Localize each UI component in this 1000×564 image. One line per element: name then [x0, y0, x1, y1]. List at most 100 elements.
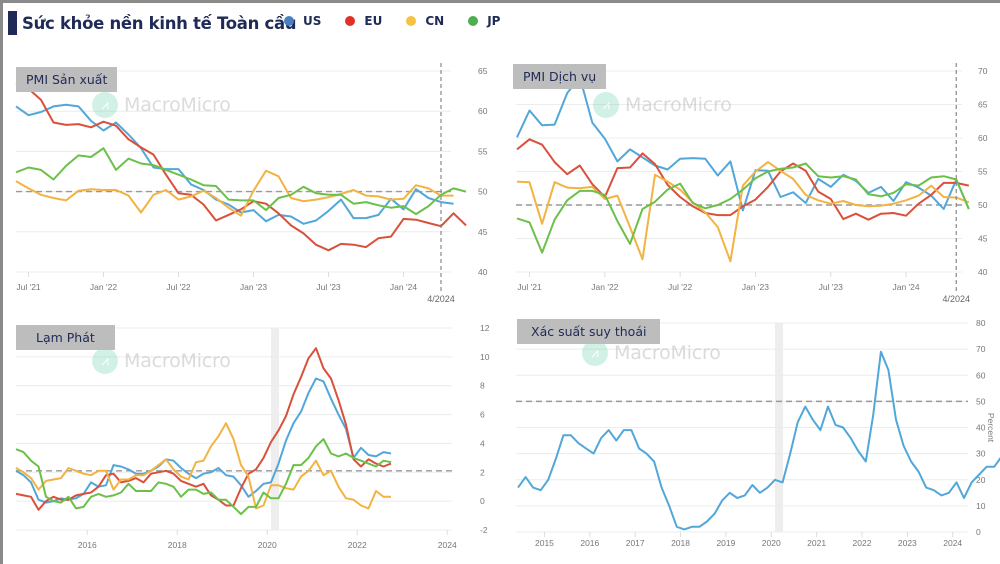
x-tick-label: 2022: [348, 540, 367, 550]
y-axis-label: Percent: [986, 413, 996, 443]
macromicro-logo-icon: ⩘: [582, 340, 608, 366]
legend-item-us[interactable]: US: [284, 14, 321, 28]
y-tick-label: 0: [976, 527, 981, 537]
legend-dot-eu-icon: [345, 16, 356, 26]
y-tick-label: 45: [978, 234, 988, 244]
y-tick-label: 45: [478, 227, 488, 237]
series-line-us: [15, 377, 392, 504]
y-tick-label: 20: [976, 475, 986, 485]
x-tick-label: 2020: [258, 540, 277, 550]
y-tick-label: 6: [480, 410, 485, 420]
y-tick-label: 30: [976, 449, 986, 459]
macromicro-logo-icon: ⩘: [593, 92, 619, 118]
watermark-recession: ⩘ MacroMicro: [582, 340, 721, 366]
y-tick-label: 80: [976, 318, 986, 328]
x-tick-label: 2019: [716, 538, 735, 548]
panel-title-inflation: Lạm Phát: [16, 325, 115, 350]
x-tick-label: 2020: [762, 538, 781, 548]
frame-top-border: [0, 0, 1000, 3]
series-line-cn: [15, 422, 391, 510]
panel-title-pmi-manufacturing: PMI Sản xuất: [16, 67, 118, 92]
legend-label-cn: CN: [425, 14, 445, 28]
x-tick-label: Jul '23: [316, 282, 341, 292]
y-tick-label: 10: [976, 501, 986, 511]
date-marker-label: 4/2024: [427, 294, 455, 304]
x-tick-label: Jan '24: [892, 282, 919, 292]
watermark-pmi-services: ⩘ MacroMicro: [593, 92, 732, 118]
legend-dot-us-icon: [284, 16, 294, 26]
recession-band: [271, 328, 279, 530]
panel-title-pmi-services: PMI Dịch vụ: [513, 64, 607, 89]
panel-title-recession-probability: Xác suất suy thoái: [517, 319, 661, 344]
x-tick-label: Jan '23: [240, 282, 267, 292]
series-line-eu: [15, 82, 467, 252]
x-tick-label: Jul '22: [166, 282, 191, 292]
y-tick-label: 8: [480, 381, 485, 391]
x-tick-label: 2016: [580, 538, 599, 548]
x-tick-label: 2016: [78, 540, 97, 550]
frame-left-border: [0, 0, 3, 564]
y-tick-label: 60: [478, 106, 488, 116]
x-tick-label: Jul '21: [16, 282, 41, 292]
y-tick-label: 0: [480, 496, 485, 506]
macromicro-logo-icon: ⩘: [92, 348, 118, 374]
y-tick-label: 60: [978, 133, 988, 143]
y-tick-label: 40: [478, 267, 488, 277]
x-tick-label: 2022: [853, 538, 872, 548]
y-tick-label: 60: [976, 370, 986, 380]
x-tick-label: 2018: [671, 538, 690, 548]
legend-dot-cn-icon: [406, 16, 417, 26]
y-tick-label: 65: [478, 66, 488, 76]
x-tick-label: Jan '22: [90, 282, 117, 292]
x-tick-label: 2017: [626, 538, 645, 548]
y-tick-label: 2: [480, 467, 485, 477]
x-tick-label: Jan '22: [591, 282, 618, 292]
watermark-pmi-manufacturing: ⩘ MacroMicro: [92, 92, 231, 118]
macromicro-logo-icon: ⩘: [92, 92, 118, 118]
legend-item-eu[interactable]: EU: [345, 14, 382, 28]
x-tick-label: 2024: [943, 538, 962, 548]
legend-label-us: US: [303, 14, 322, 28]
title-accent-bar: [8, 11, 17, 35]
y-tick-label: 50: [976, 396, 986, 406]
series-line-cn: [15, 169, 454, 217]
series-line-jp: [15, 147, 467, 216]
y-tick-label: 10: [480, 352, 490, 362]
y-tick-label: 12: [480, 323, 490, 333]
series-line-eu: [516, 138, 970, 221]
y-tick-label: 70: [978, 66, 988, 76]
legend-label-jp: JP: [487, 14, 501, 28]
y-tick-label: 55: [478, 146, 488, 156]
x-tick-label: 2024: [438, 540, 457, 550]
y-tick-label: 55: [978, 167, 988, 177]
legend-label-eu: EU: [364, 14, 383, 28]
x-tick-label: 2021: [807, 538, 826, 548]
y-tick-label: 4: [480, 438, 485, 448]
date-marker-label: 4/2024: [942, 294, 970, 304]
series-line-cn: [516, 161, 970, 263]
legend: US EU CN JP: [284, 14, 524, 28]
y-tick-label: 70: [976, 344, 986, 354]
x-tick-label: Jul '21: [517, 282, 542, 292]
series-line-us: [517, 350, 1000, 531]
series-line-jp: [15, 438, 392, 516]
y-tick-label: 40: [978, 267, 988, 277]
x-tick-label: Jan '23: [742, 282, 769, 292]
legend-item-jp[interactable]: JP: [468, 14, 500, 28]
x-tick-label: 2015: [535, 538, 554, 548]
y-tick-label: 50: [978, 200, 988, 210]
watermark-inflation: ⩘ MacroMicro: [92, 348, 231, 374]
legend-item-cn[interactable]: CN: [406, 14, 444, 28]
legend-dot-jp-icon: [468, 16, 479, 26]
x-tick-label: Jul '22: [668, 282, 693, 292]
y-tick-label: -2: [480, 525, 488, 535]
x-tick-label: 2018: [168, 540, 187, 550]
dashboard-header: Sức khỏe nền kinh tế Toàn cầu: [8, 10, 297, 36]
x-tick-label: Jul '23: [819, 282, 844, 292]
y-tick-label: 50: [478, 187, 488, 197]
series-line-jp: [516, 162, 970, 254]
series-line-eu: [15, 347, 392, 511]
x-tick-label: Jan '24: [390, 282, 417, 292]
x-tick-label: 2023: [898, 538, 917, 548]
